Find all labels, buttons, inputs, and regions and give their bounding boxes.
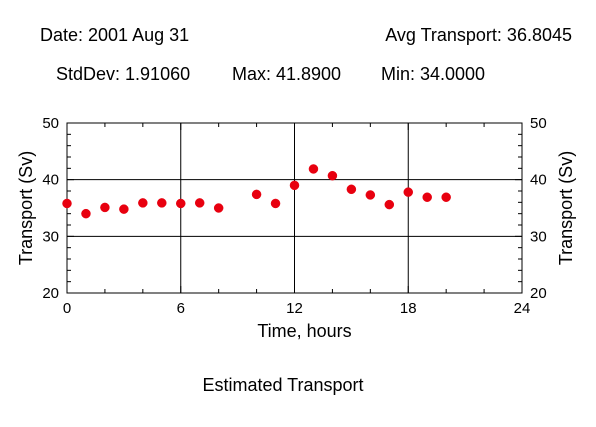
x-tick-label: 12 (286, 300, 303, 317)
x-tick-label: 24 (514, 300, 531, 317)
x-axis-title: Time, hours (257, 321, 351, 341)
data-point (365, 190, 376, 200)
y-tick-label-left: 30 (42, 228, 59, 245)
data-point (403, 187, 413, 197)
data-point (441, 192, 451, 202)
y-tick-label-left: 50 (42, 115, 59, 132)
y-tick-label-left: 20 (42, 285, 59, 302)
data-point (62, 198, 72, 209)
data-point (327, 170, 338, 181)
avg-transport-label: Avg Transport: 36.8045 (385, 25, 572, 45)
data-point (251, 189, 262, 200)
data-point (308, 164, 319, 174)
data-point (213, 203, 224, 213)
data-point (289, 180, 300, 191)
data-point (176, 198, 186, 209)
data-point (422, 192, 432, 202)
data-point (157, 198, 167, 208)
min-label: Min: 34.0000 (381, 64, 485, 84)
date-label: Date: 2001 Aug 31 (40, 25, 189, 45)
y-tick-label-right: 30 (530, 228, 547, 245)
x-tick-label: 6 (177, 300, 185, 317)
y-axis-title-right: Transport (Sv) (556, 151, 576, 265)
data-point (346, 184, 357, 195)
data-point (138, 198, 148, 208)
x-tick-label: 18 (400, 300, 417, 317)
data-point (270, 198, 281, 209)
chart-caption: Estimated Transport (202, 375, 363, 395)
stddev-label: StdDev: 1.91060 (56, 64, 190, 84)
data-point (81, 208, 91, 219)
data-point (194, 198, 205, 208)
y-axis-title-left: Transport (Sv) (16, 151, 36, 265)
max-label: Max: 41.8900 (232, 64, 341, 84)
y-tick-label-right: 40 (530, 172, 547, 189)
data-point (119, 204, 129, 214)
y-tick-label-right: 50 (530, 115, 547, 132)
data-point (384, 199, 395, 210)
x-tick-label: 0 (63, 300, 71, 317)
y-tick-label-left: 40 (42, 172, 59, 189)
data-point (100, 202, 110, 213)
y-tick-label-right: 20 (530, 285, 547, 302)
